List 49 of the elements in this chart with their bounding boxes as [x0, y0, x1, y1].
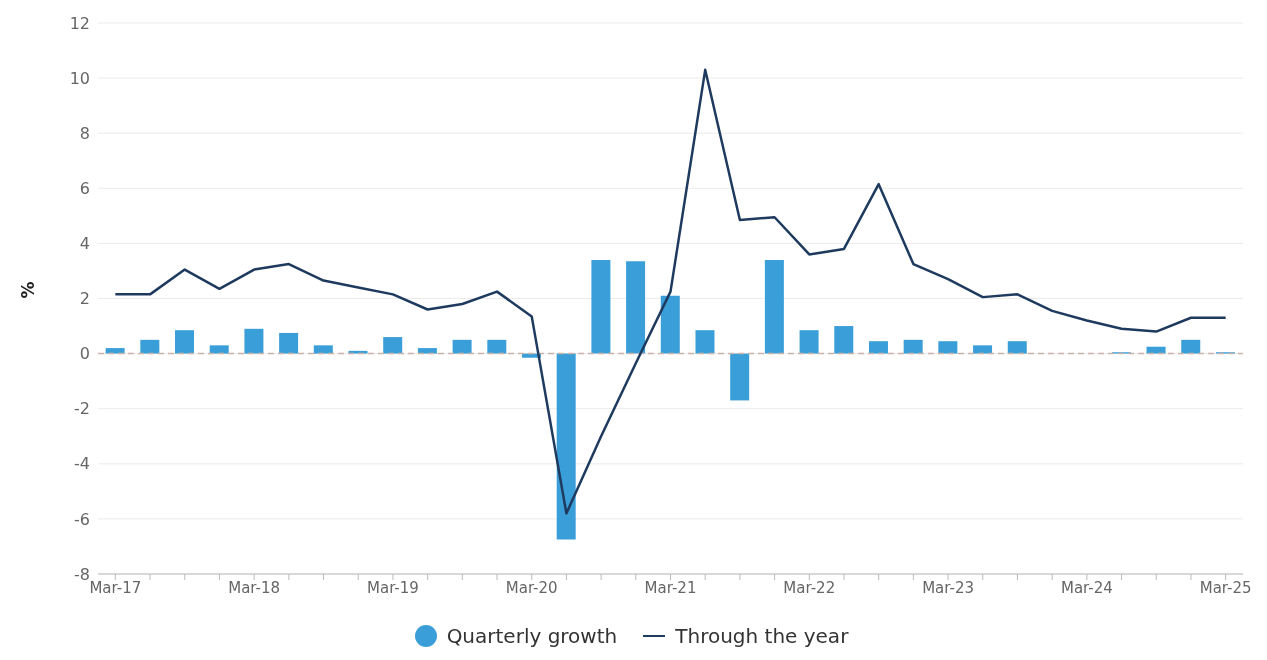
bar — [209, 345, 229, 354]
x-tick-label: Mar-22 — [783, 578, 836, 597]
bar — [973, 345, 993, 354]
y-tick-label: -6 — [74, 509, 90, 529]
y-tick-label: 6 — [79, 178, 90, 198]
bar — [591, 259, 611, 354]
y-tick-label: 12 — [69, 13, 90, 33]
bar — [695, 330, 715, 354]
bar — [1007, 341, 1027, 354]
bar — [175, 330, 195, 354]
bar — [140, 339, 160, 354]
x-tick-label: Mar-21 — [644, 578, 697, 597]
bar — [313, 345, 333, 354]
bar — [764, 259, 784, 354]
bar — [903, 339, 923, 354]
bar — [383, 337, 403, 354]
bar — [1181, 339, 1201, 354]
legend-label: Quarterly growth — [445, 624, 618, 648]
bar — [556, 353, 576, 540]
bar — [868, 341, 888, 354]
x-tick-label: Mar-17 — [89, 578, 142, 597]
bar — [452, 339, 472, 354]
y-tick-label: 4 — [79, 234, 90, 254]
x-tick-label: Mar-19 — [367, 578, 419, 597]
bar — [660, 295, 680, 354]
bar — [799, 330, 819, 354]
bar — [1146, 346, 1166, 354]
bar — [834, 326, 854, 354]
bar — [487, 339, 507, 354]
y-tick-label: 0 — [79, 344, 90, 364]
bar — [279, 332, 299, 354]
line-series — [114, 68, 1227, 515]
bar — [730, 353, 750, 401]
y-tick-label: 10 — [69, 68, 90, 88]
bar — [626, 261, 646, 354]
y-axis-title: % — [18, 281, 39, 299]
legend-label: Through the year — [674, 624, 849, 648]
x-tick-label: Mar-24 — [1060, 578, 1113, 597]
bar — [938, 341, 958, 354]
x-tick-label: Mar-25 — [1199, 578, 1252, 597]
x-tick-label: Mar-23 — [922, 578, 974, 597]
y-tick-label: 2 — [79, 289, 90, 309]
x-tick-label: Mar-20 — [505, 578, 558, 597]
y-tick-label: -8 — [74, 564, 90, 584]
x-tick-label: Mar-18 — [228, 578, 281, 597]
y-tick-label: -2 — [74, 399, 90, 419]
y-tick-label: -4 — [74, 454, 90, 474]
y-tick-label: 8 — [79, 123, 90, 143]
bar — [244, 328, 264, 354]
